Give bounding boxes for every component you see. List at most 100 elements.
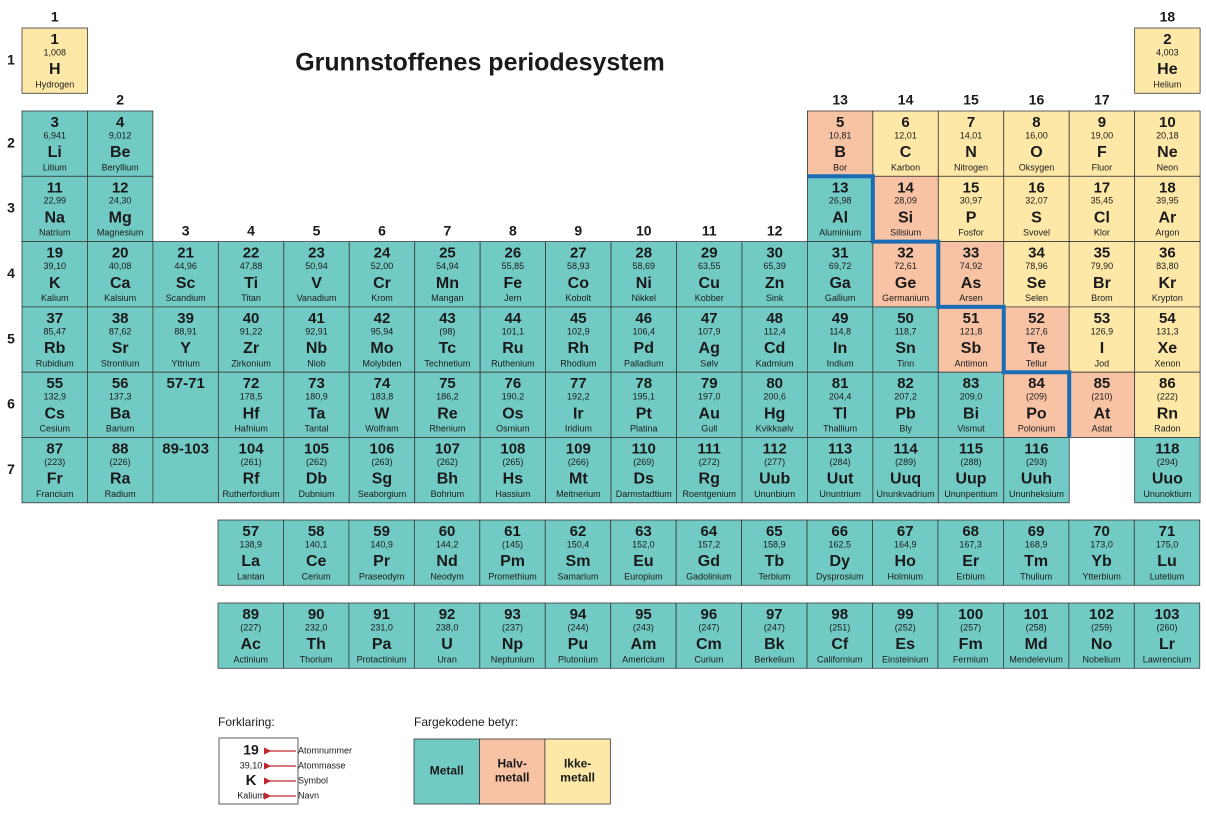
element-name: Ununbium (754, 489, 795, 499)
element-name: Arsen (959, 293, 983, 303)
element-name: Plutonium (558, 654, 598, 664)
atomic-number: 88 (112, 440, 129, 457)
element-name: Berkelium (754, 654, 794, 664)
symbol: La (241, 553, 260, 570)
cell-box (479, 519, 546, 586)
group-label: 18 (1160, 9, 1176, 25)
element-name: Fosfor (958, 228, 984, 238)
atomic-number: 51 (963, 310, 980, 327)
atomic-mass: 91,22 (240, 326, 263, 336)
cell-box (413, 602, 481, 669)
cell-box (1134, 27, 1201, 94)
symbol: B (834, 144, 846, 161)
key-title: Forklaring: (218, 715, 275, 729)
element-name: Rutherfordium (223, 489, 280, 499)
element-name: Ununoktium (1143, 489, 1191, 499)
atomic-mass: 72,61 (894, 261, 917, 271)
atomic-number: 45 (570, 310, 587, 327)
cell-box (741, 371, 808, 438)
metal-boundary (807, 174, 1072, 438)
period-label: 4 (7, 265, 15, 281)
element-name: Iridium (565, 424, 592, 434)
atomic-number: 109 (566, 440, 591, 457)
atomic-mass: 1,008 (43, 47, 66, 57)
group-label: 11 (702, 222, 717, 238)
element-name: Bly (899, 424, 912, 434)
element-name: Brom (1091, 293, 1113, 303)
symbol: Rb (44, 340, 66, 357)
symbol: Sm (566, 553, 591, 570)
symbol: Tc (439, 340, 457, 357)
element-name: Nikkel (632, 293, 657, 303)
atomic-number: 101 (1024, 606, 1049, 623)
cell-box (872, 437, 939, 504)
atomic-mass: 106,4 (633, 326, 656, 336)
element-name: Meitnerium (556, 489, 601, 499)
element-name: Kvikksølv (756, 424, 794, 434)
symbol: Uuh (1021, 471, 1052, 488)
key-symbol: K (246, 772, 257, 789)
element-name: Selen (1025, 293, 1048, 303)
key-label: Atommasse (298, 760, 346, 770)
cell-box (1133, 519, 1201, 586)
element-name: Uran (437, 654, 457, 664)
element-name: Sink (766, 293, 784, 303)
atomic-number: 89 (242, 606, 259, 623)
atomic-number: 20 (112, 245, 129, 262)
element-name: Germanium (882, 293, 929, 303)
atomic-mass: 79,90 (1091, 261, 1114, 271)
cell-box (545, 241, 612, 308)
period-label: 2 (7, 134, 15, 150)
cell-box (413, 519, 481, 586)
atomic-number: 43 (439, 310, 456, 327)
atomic-mass: (262) (306, 457, 327, 467)
symbol: Xe (1158, 340, 1178, 357)
symbol: Sn (895, 340, 915, 357)
element-name: Thorium (300, 654, 333, 664)
cell-box (283, 519, 350, 586)
atomic-mass: (222) (1157, 392, 1178, 402)
cell-box (479, 602, 546, 669)
element-name: Lawrencium (1143, 654, 1192, 664)
symbol: Cs (44, 405, 65, 422)
atomic-number: 12 (112, 179, 129, 196)
symbol: Uub (759, 471, 790, 488)
cell-box (87, 437, 154, 504)
atomic-number: 56 (112, 375, 129, 392)
atomic-number: 73 (308, 375, 325, 392)
element-name: Seaborgium (358, 489, 407, 499)
atomic-mass: 92,91 (305, 326, 328, 336)
cell-box (152, 306, 219, 373)
cell-box (545, 437, 612, 504)
symbol: Ge (895, 275, 916, 292)
atomic-number: 110 (632, 440, 656, 457)
atomic-mass: 195,1 (633, 392, 656, 402)
cell-box (610, 241, 677, 308)
symbol: Te (1028, 340, 1046, 357)
cell-box (807, 110, 874, 177)
symbol: Au (699, 405, 720, 422)
element-name: Rubidium (36, 358, 74, 368)
element-name: Hafnium (234, 424, 268, 434)
cell-box (1003, 371, 1070, 438)
element-name: Krom (371, 293, 393, 303)
